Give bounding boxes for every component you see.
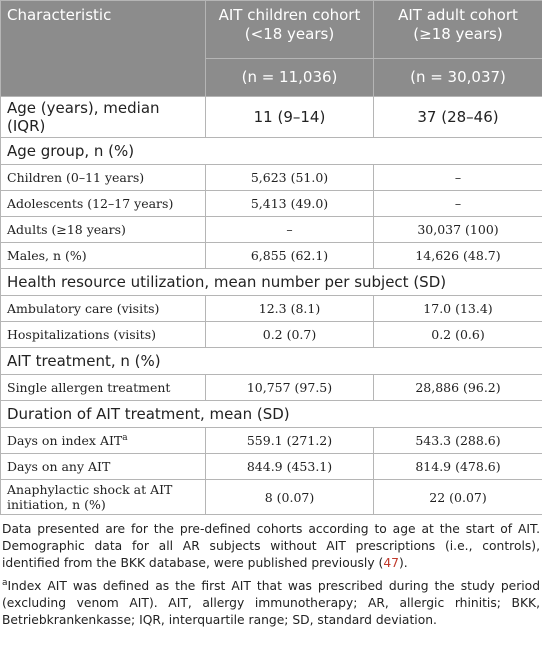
row-label: Ambulatory care (visits) — [0, 295, 206, 322]
table-row: Ambulatory care (visits) 12.3 (8.1) 17.0 (… — [0, 295, 542, 322]
table-row: AIT treatment, n (%) — [0, 347, 542, 375]
header-cell: Characteristic — [0, 0, 206, 97]
row-label: Anaphylactic shock at AIT initiation, n … — [0, 479, 206, 515]
footnote-text: ). — [399, 556, 408, 570]
table-row: Single allergen treatment 10,757 (97.5) 28… — [0, 374, 542, 401]
row-label: Age (years), median (IQR) — [0, 96, 206, 138]
row-label: Hospitalizations (visits) — [0, 321, 206, 348]
table-row: Adolescents (12–17 years) 5,413 (49.0) – — [0, 190, 542, 217]
table-row: Duration of AIT treatment, mean (SD) — [0, 400, 542, 428]
header-cell: AIT children cohort (<18 years) — [205, 0, 374, 59]
footnote-text: Data presented are for the pre-defined c… — [2, 522, 540, 570]
cell-value: 28,886 (96.2) — [373, 374, 542, 401]
table-row: Anaphylactic shock at AIT initiation, n … — [0, 479, 542, 515]
section-heading: AIT treatment, n (%) — [0, 347, 542, 375]
section-heading: Age group, n (%) — [0, 137, 542, 165]
cell-value: 10,757 (97.5) — [205, 374, 374, 401]
section-heading: Duration of AIT treatment, mean (SD) — [0, 400, 542, 428]
row-label-text: Adults (≥18 years) — [7, 222, 126, 237]
row-label-text: Males, n (%) — [7, 248, 87, 263]
row-label-text: Age (years), median (IQR) — [7, 99, 160, 135]
cell-value: 5,413 (49.0) — [205, 190, 374, 217]
row-label: Adults (≥18 years) — [0, 216, 206, 243]
row-label: Adolescents (12–17 years) — [0, 190, 206, 217]
header-n: (n = 11,036) — [205, 58, 374, 97]
row-label-text: Children (0–11 years) — [7, 170, 145, 185]
row-label: Children (0–11 years) — [0, 164, 206, 191]
cell-value: 17.0 (13.4) — [373, 295, 542, 322]
table-row: Age (years), median (IQR) 11 (9–14) 37 (28… — [0, 96, 542, 138]
cell-value: – — [205, 216, 374, 243]
row-label-text: Days on any AIT — [7, 459, 111, 474]
cell-value: 543.3 (288.6) — [373, 427, 542, 454]
cell-value: 814.9 (478.6) — [373, 453, 542, 480]
cell-value: 8 (0.07) — [205, 479, 374, 515]
table-row: Age group, n (%) — [0, 137, 542, 165]
row-label: Males, n (%) — [0, 242, 206, 269]
table-header: Characteristic AIT children cohort (<18 … — [0, 0, 542, 97]
cell-value: 12.3 (8.1) — [205, 295, 374, 322]
cell-value: 11 (9–14) — [205, 96, 374, 138]
table-body: Age (years), median (IQR) 11 (9–14) 37 (28… — [0, 96, 542, 515]
cell-value: 14,626 (48.7) — [373, 242, 542, 269]
cell-value: 0.2 (0.7) — [205, 321, 374, 348]
cell-value: – — [373, 190, 542, 217]
header-n: (n = 30,037) — [373, 58, 542, 97]
row-label-text: Hospitalizations (visits) — [7, 327, 156, 342]
reference-link[interactable]: 47 — [383, 556, 399, 570]
footnotes: Data presented are for the pre-defined c… — [0, 515, 542, 629]
table-row: Hospitalizations (visits) 0.2 (0.7) 0.2 (0… — [0, 321, 542, 348]
row-label-text: Adolescents (12–17 years) — [7, 196, 174, 211]
table-row: Days on any AIT 844.9 (453.1) 814.9 (478.6… — [0, 453, 542, 480]
cell-value: – — [373, 164, 542, 191]
row-label-text: Ambulatory care (visits) — [7, 301, 160, 316]
row-label: Single allergen treatment — [0, 374, 206, 401]
cell-value: 5,623 (51.0) — [205, 164, 374, 191]
row-label-text: Single allergen treatment — [7, 380, 171, 395]
footnote-marker: a — [122, 432, 128, 443]
row-label: Days on any AIT — [0, 453, 206, 480]
cell-value: 6,855 (62.1) — [205, 242, 374, 269]
row-label: Days on index AITa — [0, 427, 206, 454]
header-cell: AIT adult cohort (≥18 years) — [373, 0, 542, 59]
footnote-text: Index AIT was defined as the first AIT t… — [2, 579, 540, 628]
cell-value: 559.1 (271.2) — [205, 427, 374, 454]
table-row: Males, n (%) 6,855 (62.1) 14,626 (48.7) — [0, 242, 542, 269]
data-table: Characteristic AIT children cohort (<18 … — [0, 0, 542, 515]
table-row: Adults (≥18 years) –30,037 (100) — [0, 216, 542, 243]
section-heading: Health resource utilization, mean number… — [0, 268, 542, 296]
cell-value: 30,037 (100) — [373, 216, 542, 243]
cell-value: 37 (28–46) — [373, 96, 542, 138]
table-row: Children (0–11 years) 5,623 (51.0) – — [0, 164, 542, 191]
cell-value: 844.9 (453.1) — [205, 453, 374, 480]
cell-value: 0.2 (0.6) — [373, 321, 542, 348]
table-row: Days on index AITa 559.1 (271.2) 543.3 (28… — [0, 427, 542, 454]
footnote: Data presented are for the pre-defined c… — [2, 521, 540, 572]
footnote: aIndex AIT was defined as the first AIT … — [2, 575, 540, 629]
footnote-marker: a — [2, 578, 8, 588]
table-row: Health resource utilization, mean number… — [0, 268, 542, 296]
cell-value: 22 (0.07) — [373, 479, 542, 515]
row-label-text: Days on index AIT — [7, 433, 123, 449]
row-label-text: Anaphylactic shock at AIT initiation, n … — [7, 482, 173, 512]
